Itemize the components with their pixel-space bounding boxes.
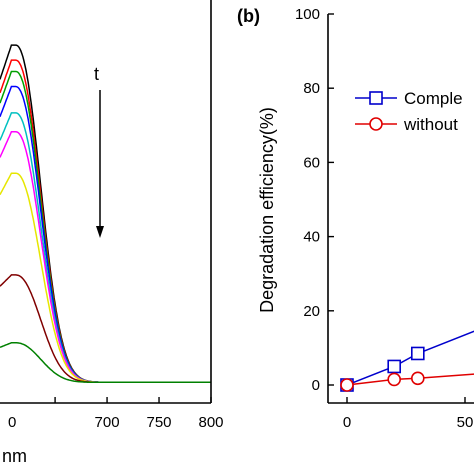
panel-b-y-tick-label: 20 [303, 303, 320, 320]
legend-item-without: without [355, 115, 458, 134]
panel-b-ticks: 0 20 40 60 80 100 0 50 [295, 6, 473, 431]
spectrum-curve [0, 112, 211, 384]
panel-b-legend: Comple without [355, 89, 463, 134]
panel-b-y-tick-label: 100 [295, 6, 320, 23]
time-arrow-head [96, 226, 104, 238]
legend-label-complex: Comple [404, 89, 463, 108]
data-point-square [410, 346, 425, 361]
panel-a-ticks: 700 750 800 [54, 397, 224, 431]
legend-marker-circle [369, 117, 383, 131]
legend-label-without: without [403, 115, 458, 134]
time-arrow-label: t [94, 64, 99, 84]
panel-b-y-tick-label: 60 [303, 154, 320, 171]
data-point-circle [340, 378, 354, 392]
series-line [346, 330, 474, 386]
panel-b-degradation: (b) 0 20 40 60 80 100 0 50 Degradation efficien… [237, 6, 474, 431]
panel-a-partial-tick-label: 0 [8, 414, 16, 431]
time-arrow: t [94, 64, 104, 238]
panel-b-title: (b) [237, 6, 260, 26]
legend-item-complex: Comple [355, 89, 463, 108]
panel-b-y-axis-label: Degradation efficiency(%) [257, 107, 277, 313]
panel-a-curves [0, 44, 211, 384]
panel-a-x-tick-label: 750 [147, 414, 172, 431]
spectrum-curve [0, 342, 211, 384]
panel-a-x-axis-label: nm [2, 446, 27, 466]
panel-b-x-tick-label: 0 [343, 414, 351, 431]
panel-b-y-tick-label: 80 [303, 80, 320, 97]
panel-a-spectra: 700 750 800 0 nm t [0, 0, 224, 466]
legend-marker-square [369, 91, 383, 105]
spectrum-curve [0, 130, 211, 384]
panel-a-x-tick-label: 800 [198, 414, 223, 431]
panel-b-x-tick-label: 50 [457, 414, 474, 431]
panel-b-y-tick-label: 0 [312, 377, 320, 394]
data-point-circle [387, 372, 402, 387]
data-point-square [387, 359, 402, 374]
spectrum-curve [0, 274, 211, 384]
series-line [346, 373, 474, 386]
panel-b-y-tick-label: 40 [303, 229, 320, 246]
panel-a-x-tick-label: 700 [95, 414, 120, 431]
panel-b-series [340, 330, 474, 392]
data-point-circle [410, 371, 425, 386]
